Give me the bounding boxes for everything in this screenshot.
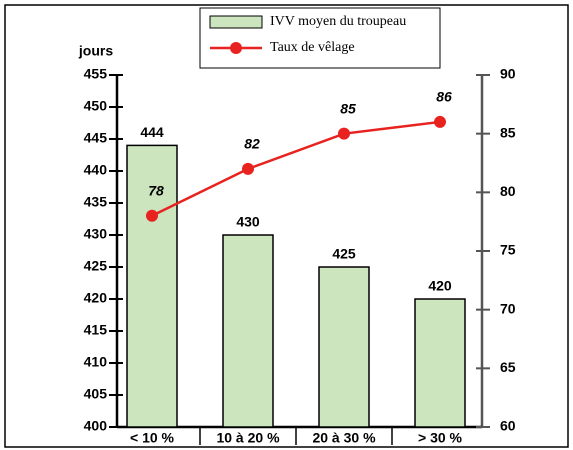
y-tick-label: 425	[84, 258, 108, 274]
x-tick-label: < 10 %	[130, 430, 175, 446]
legend-swatch-dot	[230, 42, 242, 54]
line-point	[338, 127, 350, 140]
y2-tick-label: 75	[500, 242, 516, 258]
y2-tick-label: 80	[500, 183, 516, 199]
y2-tick-label: 90	[500, 66, 516, 82]
y2-tick-label: 65	[500, 359, 516, 375]
x-tick-label: > 30 %	[418, 430, 463, 446]
bar	[222, 234, 274, 428]
line-value-label: 82	[244, 136, 260, 152]
line-value-label: 85	[340, 100, 356, 116]
y-tick-label: 455	[84, 66, 108, 82]
y2-tick-label: 60	[500, 418, 516, 434]
frame	[4, 4, 569, 448]
y-tick-label: 440	[84, 162, 108, 178]
y-tick-label: 420	[84, 290, 108, 306]
y2-tick-label: 70	[500, 300, 516, 316]
legend-swatch	[209, 15, 263, 29]
y2-tick-label: 85	[500, 124, 516, 140]
y-tick-label: 400	[84, 418, 108, 434]
x-tick-label: 10 à 20 %	[216, 430, 280, 446]
legend: IVV moyen du troupeau Taux de vêlage	[199, 7, 441, 69]
y-tick-label: 410	[84, 354, 108, 370]
line-point	[146, 209, 158, 222]
line	[151, 120, 441, 217]
y-tick-label: 450	[84, 98, 108, 114]
legend-label: Taux de vêlage	[270, 40, 355, 55]
x-tick-label: 20 à 30 %	[312, 430, 376, 446]
bar-value-label: 430	[236, 214, 260, 230]
y-tick-label: 435	[84, 194, 108, 210]
bar-value-label: 444	[140, 124, 164, 140]
y-tick-label: 445	[84, 130, 108, 146]
bar	[318, 266, 370, 428]
y-tick-label: 415	[84, 322, 108, 338]
line-point	[434, 115, 446, 128]
y-axis-label: jours	[78, 43, 113, 59]
line-value-label: 86	[436, 89, 452, 105]
legend-label: IVV moyen du troupeau	[270, 14, 406, 29]
y-tick-label: 405	[84, 386, 108, 402]
bar-value-label: 420	[428, 278, 452, 294]
line-value-label: 78	[148, 183, 164, 199]
y-tick-label: 430	[84, 226, 108, 242]
bar	[126, 144, 178, 428]
bar	[414, 298, 466, 428]
bar-value-label: 425	[332, 246, 356, 262]
line-point	[242, 162, 254, 175]
